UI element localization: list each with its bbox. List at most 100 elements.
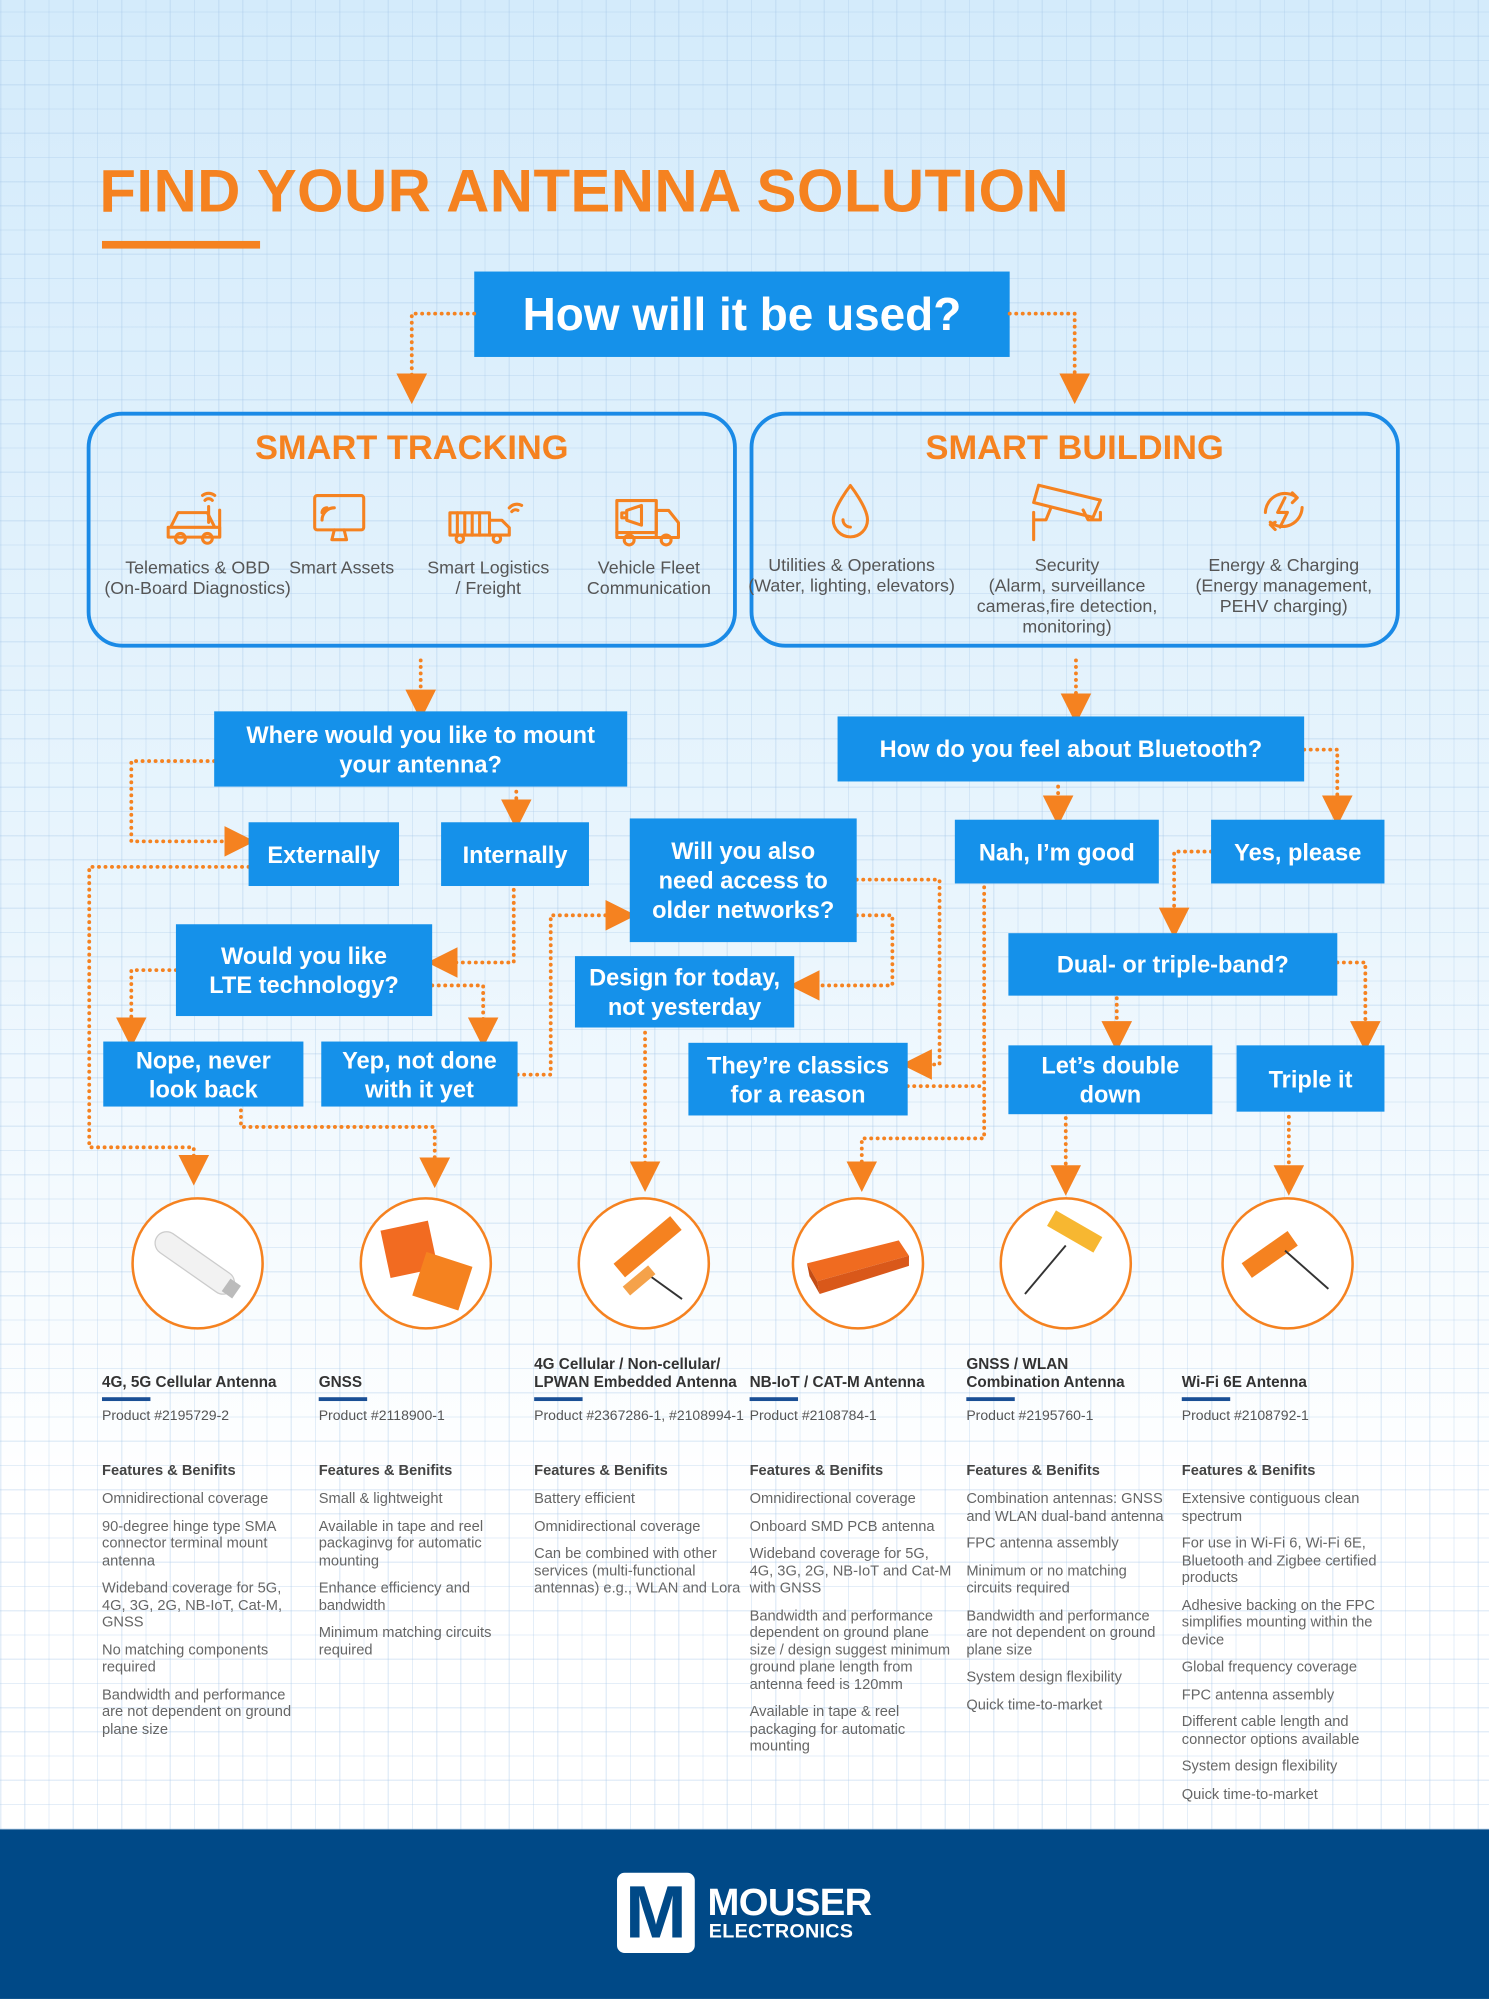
feature: Bandwidth and performance dependent on g… [749,1608,951,1693]
antenna-picture [380,1220,473,1311]
brand-sub: ELECTRONICS [708,1921,854,1943]
icon [1263,491,1304,532]
name-underline [966,1397,1015,1402]
product-image [1221,1197,1354,1330]
features-title: Features & Benifits [749,1463,884,1479]
antenna-picture [1024,1210,1103,1295]
start-question: How will it be used? [474,271,1010,357]
feature: FPC antenna assembly [1181,1687,1335,1703]
connector [239,1108,451,1189]
features-list: Omnidirectional coverage 90-degree hinge … [102,1492,309,1750]
feature: Omnidirectional coverage [101,1491,269,1507]
product-number: Product #2195729-2 [101,1408,230,1424]
product-image [359,1197,493,1330]
name-underline [101,1397,151,1402]
feature: Onboard SMD PCB antenna [749,1518,935,1535]
use-case-label: Energy & Charging (Energy management, PE… [1195,554,1373,616]
feature: For use in Wi-Fi 6, Wi-Fi 6E, Bluetooth … [1181,1536,1377,1586]
icon [313,494,366,542]
features-title: Features & Benifits [101,1463,236,1479]
flow-node: Yes, please [1211,819,1385,884]
flow-node: Nah, I’m good [954,819,1159,884]
feature: System design flexibility [1181,1759,1338,1775]
connector [854,877,942,1080]
flow-node: How do you feel about Bluetooth? [837,716,1305,782]
flow-node: Triple it [1236,1045,1385,1112]
product-name: 4G, 5G Cellular Antenna [101,1372,277,1391]
product-name: GNSS [318,1372,363,1391]
feature: Extensive contiguous clean spectrum [1181,1491,1360,1525]
features-list: Battery efficient Omnidirectional coverag… [534,1492,741,1609]
feature: Wideband coverage for 5G, 4G, 3G, 2G, NB… [749,1546,952,1597]
feature: Quick time-to-market [1181,1786,1318,1802]
feature: Small & lightweight [318,1491,443,1507]
features-title: Features & Benifits [1181,1463,1316,1479]
panel [749,411,1400,648]
antenna-picture [1241,1231,1330,1290]
name-underline [749,1397,799,1402]
connector [1007,311,1090,405]
product-number: Product #2367286-1, #2108994-1 [534,1408,744,1424]
features-title: Features & Benifits [534,1463,668,1479]
flow-node: Would you like LTE technology? [175,924,433,1017]
antenna-picture [806,1240,909,1294]
features-list: Extensive contiguous clean spectrum For u… [1182,1492,1389,1815]
use-case-label: Smart Logistics / Freight [427,557,550,598]
flow-node: Design for today, not yesterday [574,956,795,1028]
product-image [999,1197,1133,1330]
feature: 90-degree hinge type SMA connector termi… [101,1518,276,1569]
features-list: Small & lightweight Available in tape and… [319,1492,526,1670]
flow-node: Where would you like to mount your anten… [214,711,628,787]
use-case-label: Vehicle Fleet Communication [586,557,711,598]
logo-mark: M [617,1872,695,1954]
use-case-label: Security (Alarm, surveillance cameras,fi… [976,554,1158,637]
product-number: Product #2108784-1 [749,1408,877,1424]
use-case-label: Utilities & Operations (Water, lighting,… [748,554,955,596]
name-underline [534,1397,583,1402]
feature: Wideband coverage for 5G, 4G, 3G, 2G, NB… [101,1580,283,1631]
product-image [577,1197,711,1330]
feature: Adhesive backing on the FPC simplifies m… [1181,1597,1375,1648]
feature: FPC antenna assembly [966,1536,1119,1552]
use-case-label: Smart Assets [289,557,395,578]
feature: Quick time-to-market [966,1697,1103,1713]
flow-node: Will you also need access to older netwo… [629,818,857,943]
flow-node: Let’s double down [1008,1045,1213,1115]
product-number: Product #2108792-1 [1181,1408,1309,1424]
icon [831,483,870,539]
flow-node: Yep, not done with it yet [321,1041,518,1107]
flow-node: They’re classics for a reason [688,1042,908,1116]
name-underline [318,1397,368,1402]
feature: Different cable length and connector opt… [1181,1714,1360,1748]
product-image [131,1197,264,1330]
product-number: Product #2118900-1 [318,1408,445,1424]
connector [129,759,255,857]
connector [430,983,499,1048]
connector [427,887,516,978]
features-title: Features & Benifits [318,1463,453,1479]
panel-title: SMART TRACKING [254,428,569,467]
product-name: NB-IoT / CAT-M Antenna [749,1372,925,1391]
flow-node: Externally [248,822,400,887]
feature: Can be combined with other services (mul… [534,1546,741,1597]
title-underline [101,240,261,249]
product-image [791,1197,925,1330]
use-case-label: Telematics & OBD (On-Board Diagnostics) [104,557,291,598]
antenna-picture [154,1231,241,1299]
feature: System design flexibility [966,1670,1122,1686]
feature: No matching components required [101,1642,269,1676]
feature: Available in tape & reel packaging for a… [749,1704,906,1755]
product-number: Product #2195760-1 [966,1408,1094,1424]
icon [615,499,681,547]
footer: M MOUSER ELECTRONICS [0,1829,1489,1999]
name-underline [1181,1397,1231,1402]
brand: MOUSER [707,1881,873,1924]
panel [86,411,737,648]
flow-node: Internally [441,822,589,887]
icon [1032,483,1102,542]
connector [87,864,251,1186]
connector [846,885,987,1192]
